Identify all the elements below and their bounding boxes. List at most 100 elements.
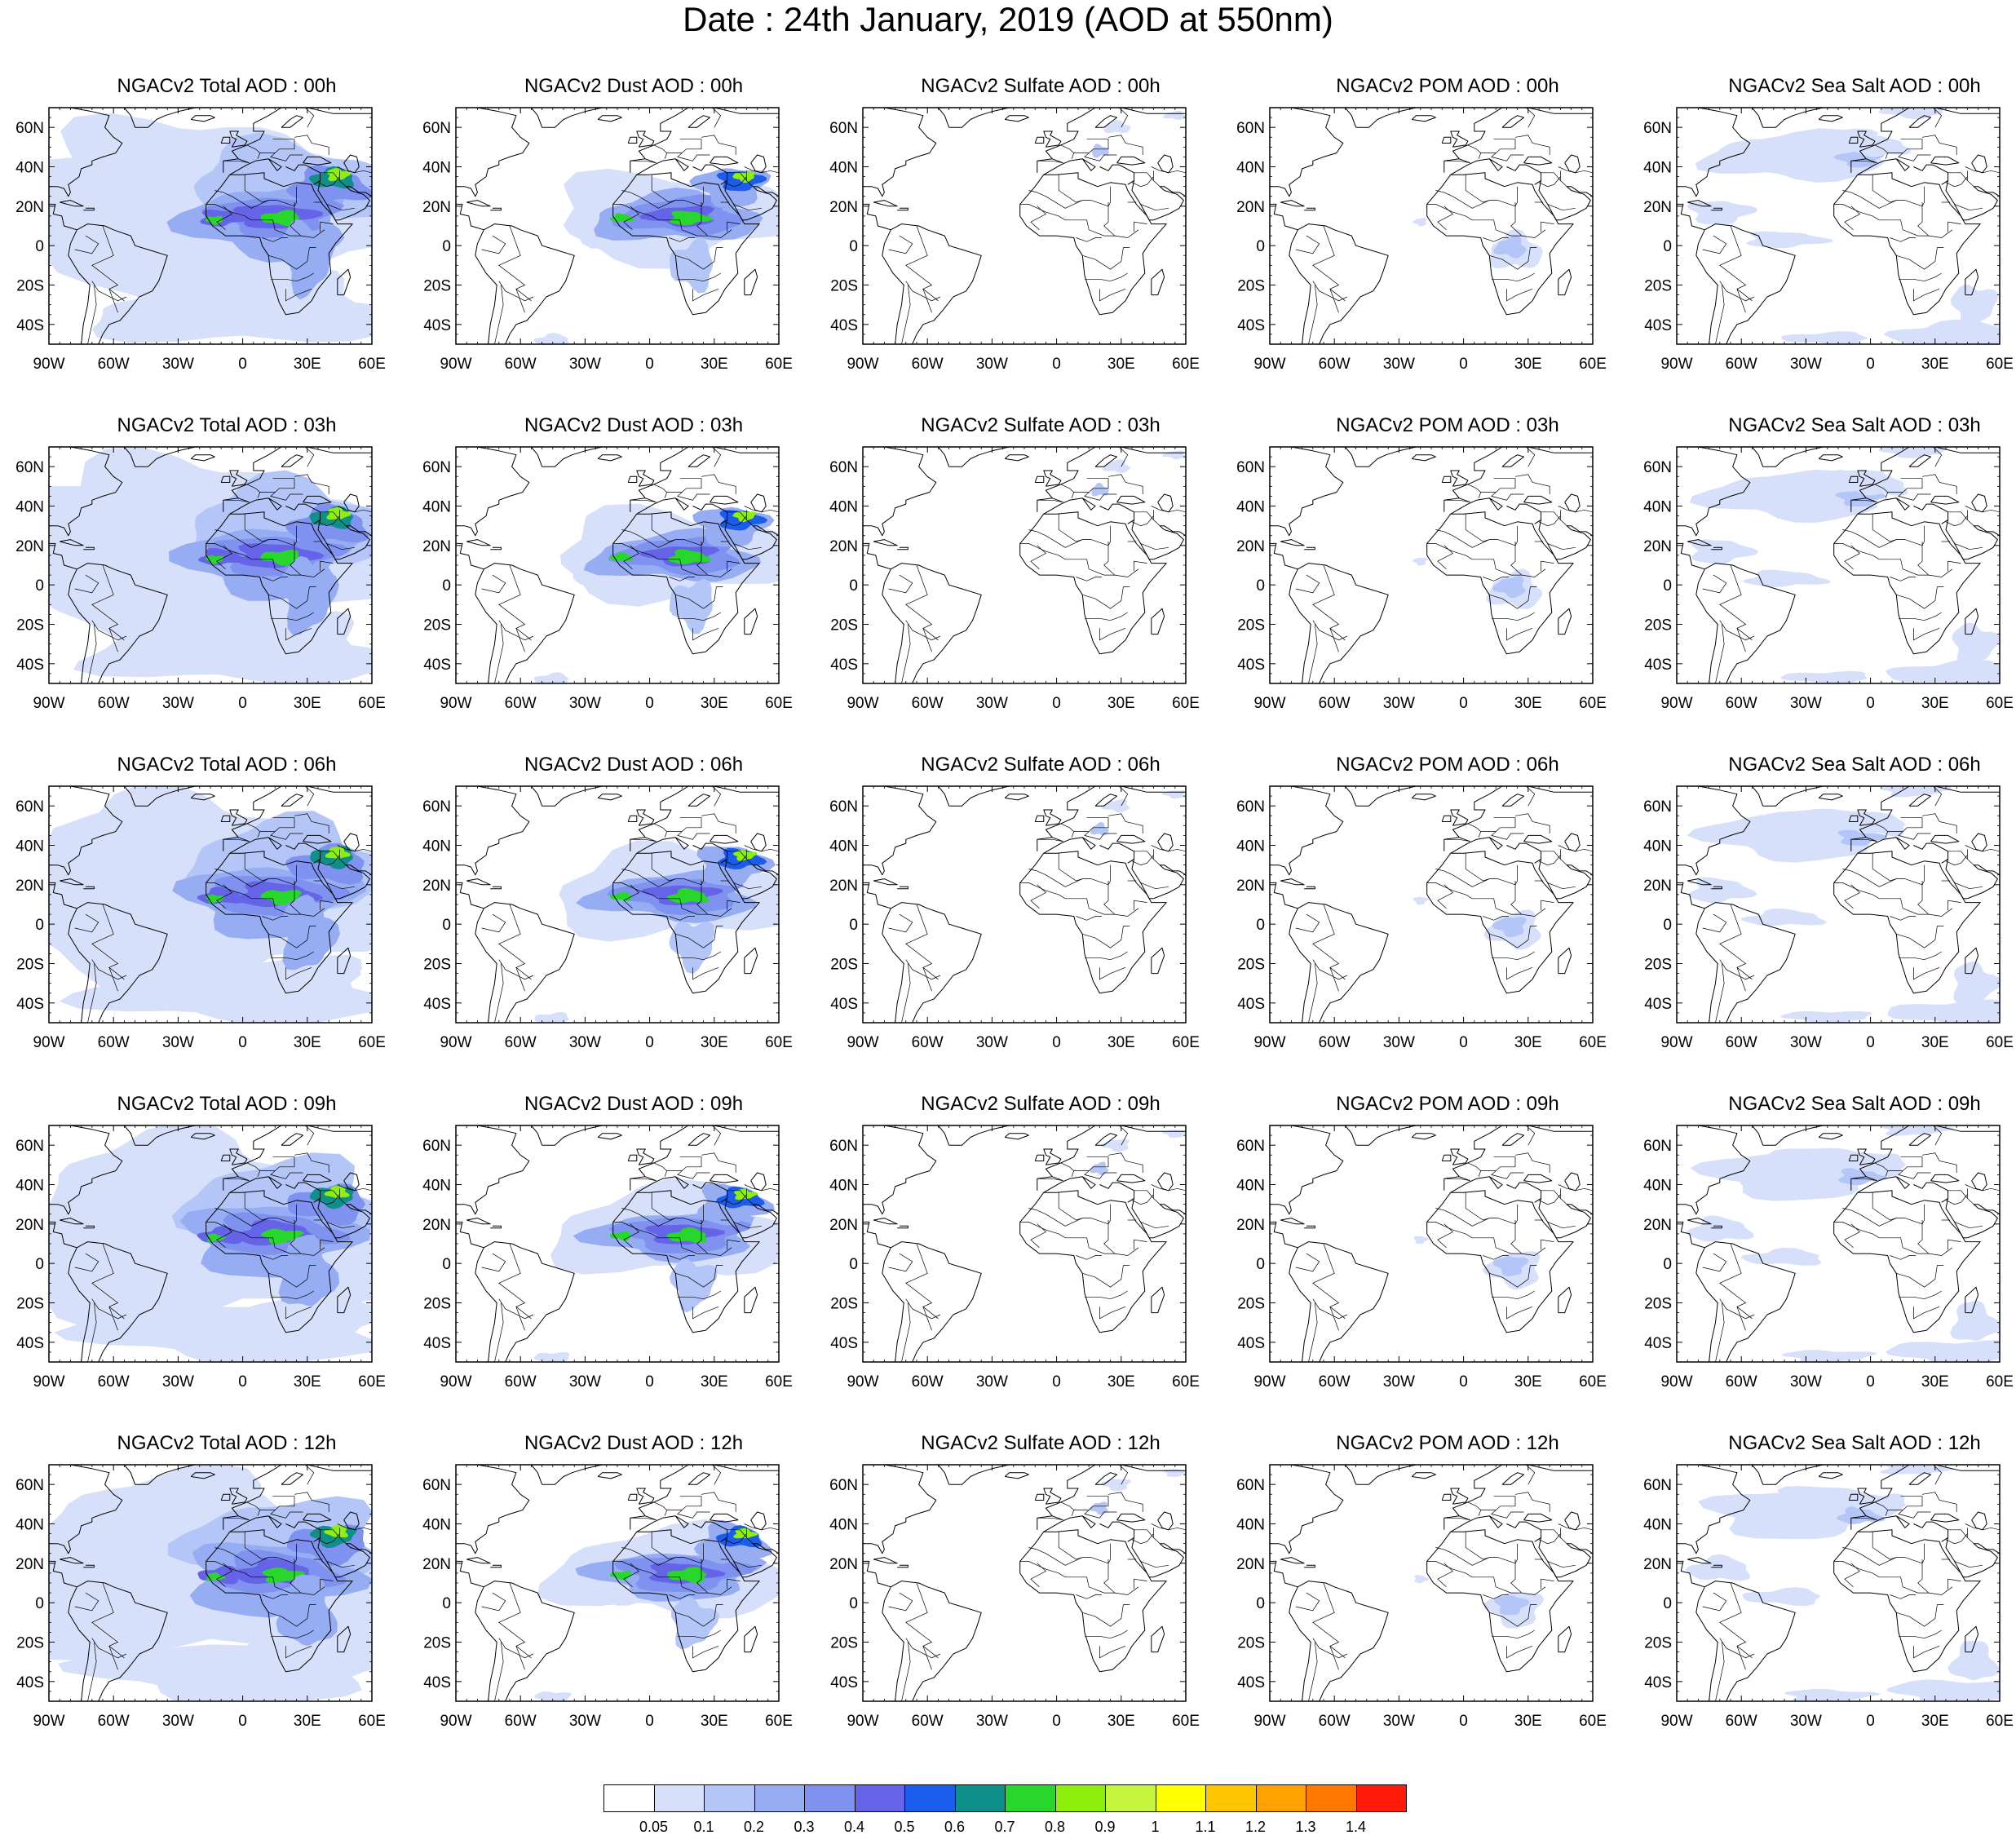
aod-contour	[1852, 813, 1905, 837]
aod-field	[49, 447, 372, 683]
y-tick-label: 60N	[1236, 459, 1265, 476]
y-tick-label: 0	[849, 238, 858, 255]
y-tick-label: 40N	[829, 838, 858, 856]
y-tick-label: 20N	[1643, 878, 1672, 895]
aod-contour	[246, 1634, 372, 1693]
x-tick-label: 60W	[98, 695, 130, 712]
y-tick-label: 20N	[422, 1217, 451, 1234]
aod-field	[1677, 108, 2000, 344]
colorbar-swatch	[1255, 1784, 1306, 1812]
x-tick-label: 60E	[358, 356, 386, 373]
aod-contour	[245, 268, 364, 337]
panel-dust-row-4: NGACv2 Dust AOD : 12h 90W 60W 30W 0 30E 60E 60N…	[422, 1432, 815, 1742]
x-tick-label: 90W	[33, 1373, 64, 1391]
country-borders	[1702, 108, 2000, 344]
y-tick-label: 0	[849, 917, 858, 934]
country-borders	[481, 447, 779, 683]
x-tick-label: 90W	[440, 695, 471, 712]
aod-contour	[1780, 331, 1868, 344]
y-tick-label: 20N	[829, 878, 858, 895]
x-tick-label: 30W	[569, 695, 601, 712]
x-tick-label: 30E	[294, 356, 321, 373]
map-frame	[862, 107, 1187, 345]
y-tick-label: 60N	[422, 1138, 451, 1155]
x-tick-label: 30W	[976, 1373, 1008, 1391]
x-tick-label: 0	[1866, 356, 1875, 373]
y-tick-label: 20S	[1237, 1296, 1265, 1313]
coastlines	[1270, 1465, 1593, 1701]
y-tick-label: 40S	[16, 317, 44, 334]
y-tick-label: 20N	[1643, 1217, 1672, 1234]
aod-contour	[534, 1011, 569, 1023]
aod-contour	[1887, 999, 2000, 1023]
aod-contour	[1161, 1130, 1186, 1138]
y-tick-label: 60N	[1236, 120, 1265, 137]
y-tick-label: 40N	[1236, 160, 1265, 177]
aod-contour	[1100, 1139, 1130, 1152]
aod-contour	[1091, 482, 1109, 497]
colorbar-label: 0.1	[693, 1819, 714, 1835]
y-tick-label: 40S	[830, 317, 858, 334]
y-tick-label: 40N	[15, 1517, 44, 1534]
x-tick-label: 60E	[1579, 1373, 1607, 1391]
y-tick-label: 40S	[830, 1674, 858, 1691]
y-tick-label: 20S	[16, 278, 44, 295]
coastlines	[49, 786, 372, 1023]
x-tick-label: 30E	[1514, 356, 1542, 373]
aod-contour	[1953, 961, 2000, 1004]
panel-seasalt-row-3: NGACv2 Sea Salt AOD : 09h 90W 60W 30W 0 30E 60…	[1643, 1093, 2016, 1403]
aod-field	[863, 1465, 1186, 1701]
panel-seasalt-row-1: NGACv2 Sea Salt AOD : 03h 90W 60W 30W 0 30E 60…	[1643, 414, 2016, 724]
map-plot: 90W 60W 30W 0 30E 60E 60N 40N 20N 0 20S 40S	[1643, 107, 2014, 373]
y-tick-label: 40N	[1236, 838, 1265, 856]
y-tick-label: 40S	[830, 1335, 858, 1352]
country-borders	[888, 1125, 1186, 1362]
aod-contour	[666, 1227, 707, 1243]
aod-contour	[1740, 1247, 1822, 1266]
aod-field	[1270, 108, 1593, 344]
map-plot: 90W 60W 30W 0 30E 60E 60N 40N 20N 0 20S 40S	[1643, 1125, 2014, 1391]
aod-contour	[1781, 670, 1868, 683]
aod-contour	[733, 1188, 758, 1200]
colorbar-swatch	[1205, 1784, 1257, 1812]
y-tick-label: 60N	[1236, 1477, 1265, 1494]
x-tick-label: 30W	[569, 356, 601, 373]
coastlines	[863, 1465, 1186, 1701]
panel-total-row-0: NGACv2 Total AOD : 00h 90W 60W 30W 0 30E 60E 60…	[15, 75, 408, 385]
aod-contour	[1947, 1640, 2000, 1681]
y-tick-label: 20S	[830, 617, 858, 635]
x-tick-label: 60E	[1172, 1034, 1200, 1051]
aod-contour	[1688, 877, 1757, 904]
y-tick-label: 20N	[1236, 199, 1265, 216]
y-tick-label: 0	[1256, 577, 1265, 595]
aod-contour	[732, 511, 757, 523]
aod-contour	[260, 550, 300, 566]
aod-contour	[1162, 110, 1186, 120]
x-tick-label: 60W	[1319, 1713, 1351, 1730]
panel-title: NGACv2 Total AOD : 03h	[117, 414, 337, 436]
panel-sulfate-row-0: NGACv2 Sulfate AOD : 00h 90W 60W 30W 0 30E 60E…	[829, 75, 1222, 385]
y-tick-label: 0	[849, 1256, 858, 1273]
aod-contour	[1881, 1125, 1954, 1136]
main-title: Date : 24th January, 2019 (AOD at 550nm)	[683, 0, 1333, 38]
panel-title: NGACv2 Dust AOD : 12h	[524, 1432, 744, 1454]
x-tick-label: 0	[238, 1034, 247, 1051]
aod-contour	[667, 1567, 707, 1584]
aod-contour	[1090, 822, 1109, 836]
aod-contour	[1090, 1161, 1109, 1176]
country-borders	[481, 1465, 779, 1701]
x-tick-label: 30W	[1383, 356, 1415, 373]
y-tick-label: 60N	[829, 1138, 858, 1155]
x-tick-label: 30E	[1921, 1373, 1949, 1391]
map-plot: 90W 60W 30W 0 30E 60E 60N 40N 20N 0 20S 40S	[1643, 446, 2014, 712]
y-tick-label: 20N	[422, 1556, 451, 1573]
country-borders	[74, 1125, 372, 1362]
x-tick-label: 90W	[1253, 1713, 1285, 1730]
x-tick-label: 30E	[1107, 695, 1135, 712]
x-tick-label: 30W	[162, 1713, 194, 1730]
map-plot: 90W 60W 30W 0 30E 60E 60N 40N 20N 0 20S 40S	[1643, 1464, 2014, 1730]
coastlines	[49, 108, 372, 344]
x-tick-label: 30W	[1790, 1713, 1822, 1730]
y-tick-label: 60N	[15, 798, 44, 816]
